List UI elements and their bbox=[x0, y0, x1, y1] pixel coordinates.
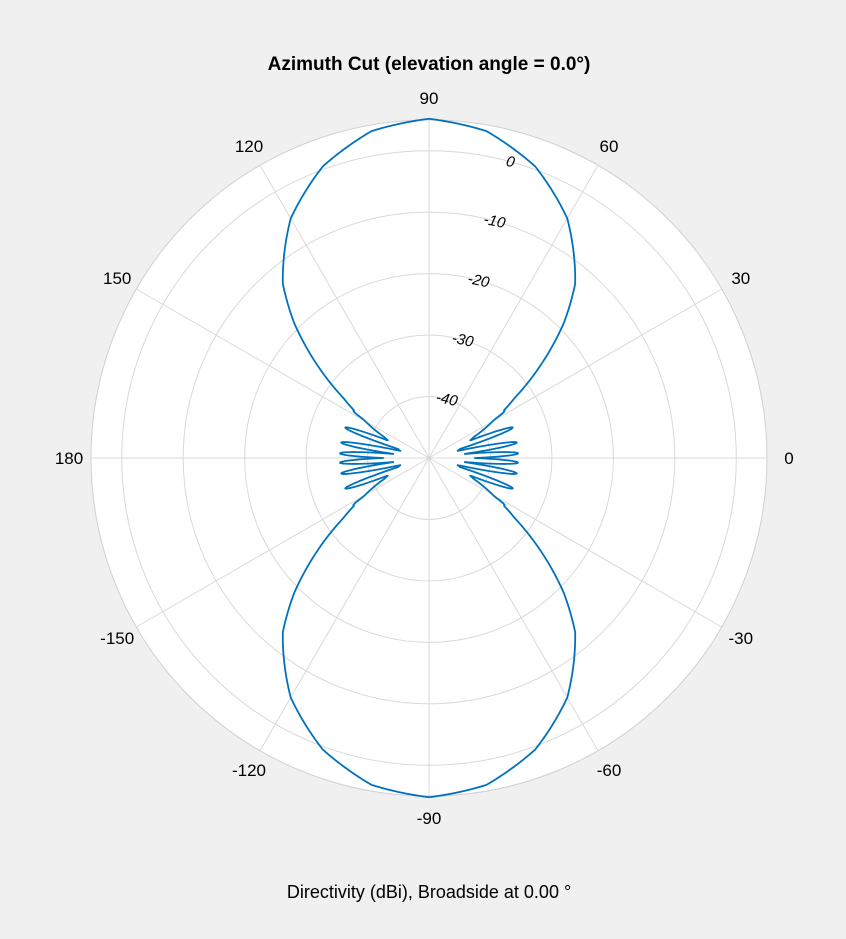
grid-spoke bbox=[136, 457, 430, 628]
radial-tick-label: -40 bbox=[434, 389, 459, 410]
grid-circle bbox=[244, 273, 614, 643]
angle-tick-label: 0 bbox=[784, 449, 793, 468]
angle-tick-label: 60 bbox=[600, 137, 619, 156]
angle-tick-label: -30 bbox=[729, 629, 754, 648]
grid-circle bbox=[182, 211, 676, 705]
radial-tick-label: -10 bbox=[482, 211, 507, 232]
radial-tick-label: -30 bbox=[450, 330, 475, 351]
angle-tick-label: 90 bbox=[420, 89, 439, 108]
angle-tick-label: -150 bbox=[100, 629, 134, 648]
angle-tick-label: 150 bbox=[103, 269, 131, 288]
angle-tick-label: 30 bbox=[731, 269, 750, 288]
angle-tick-label: 180 bbox=[55, 449, 83, 468]
angle-tick-label: -120 bbox=[232, 761, 266, 780]
polar-grid bbox=[90, 119, 768, 797]
angle-tick-label: 120 bbox=[235, 137, 263, 156]
x-axis-label: Directivity (dBi), Broadside at 0.00 ° bbox=[287, 882, 571, 902]
angle-tick-labels: 0 30 60 90 120 150 180 -150 -120 -90 -60 -30 bbox=[55, 89, 794, 828]
grid-spoke bbox=[428, 457, 599, 751]
outer-grid-circle bbox=[90, 119, 768, 797]
directivity-pattern-line bbox=[281, 117, 577, 799]
grid-spoke bbox=[428, 165, 599, 459]
angle-tick-label: -60 bbox=[597, 761, 622, 780]
grid-spoke bbox=[428, 288, 722, 459]
chart-title: Azimuth Cut (elevation angle = 0.0°) bbox=[268, 54, 591, 75]
grid-circle bbox=[305, 334, 553, 582]
radial-tick-label: -20 bbox=[466, 270, 491, 291]
grid-circle bbox=[121, 150, 737, 766]
grid-spoke bbox=[259, 457, 430, 751]
series-group bbox=[281, 117, 577, 799]
grid-spoke bbox=[428, 457, 722, 628]
angle-tick-label: -90 bbox=[417, 809, 442, 828]
grid-spoke bbox=[259, 165, 430, 459]
grid-spoke bbox=[136, 288, 430, 459]
